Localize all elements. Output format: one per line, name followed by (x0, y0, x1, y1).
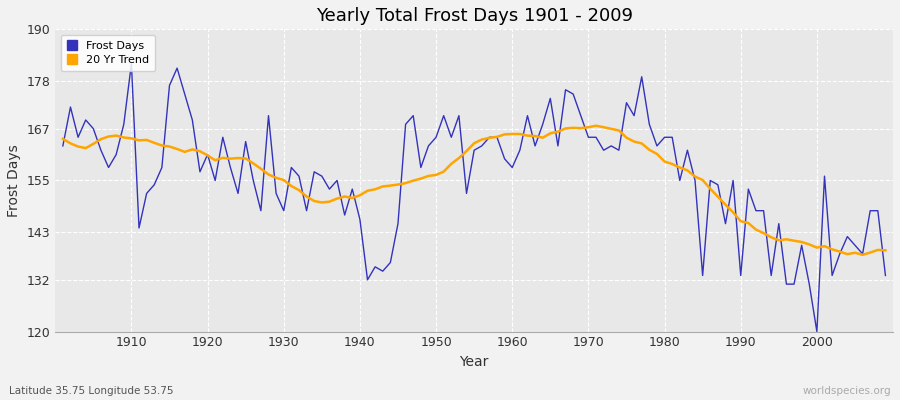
X-axis label: Year: Year (460, 355, 489, 369)
Y-axis label: Frost Days: Frost Days (7, 144, 21, 217)
Text: worldspecies.org: worldspecies.org (803, 386, 891, 396)
Legend: Frost Days, 20 Yr Trend: Frost Days, 20 Yr Trend (61, 35, 155, 71)
Title: Yearly Total Frost Days 1901 - 2009: Yearly Total Frost Days 1901 - 2009 (316, 7, 633, 25)
Text: Latitude 35.75 Longitude 53.75: Latitude 35.75 Longitude 53.75 (9, 386, 174, 396)
